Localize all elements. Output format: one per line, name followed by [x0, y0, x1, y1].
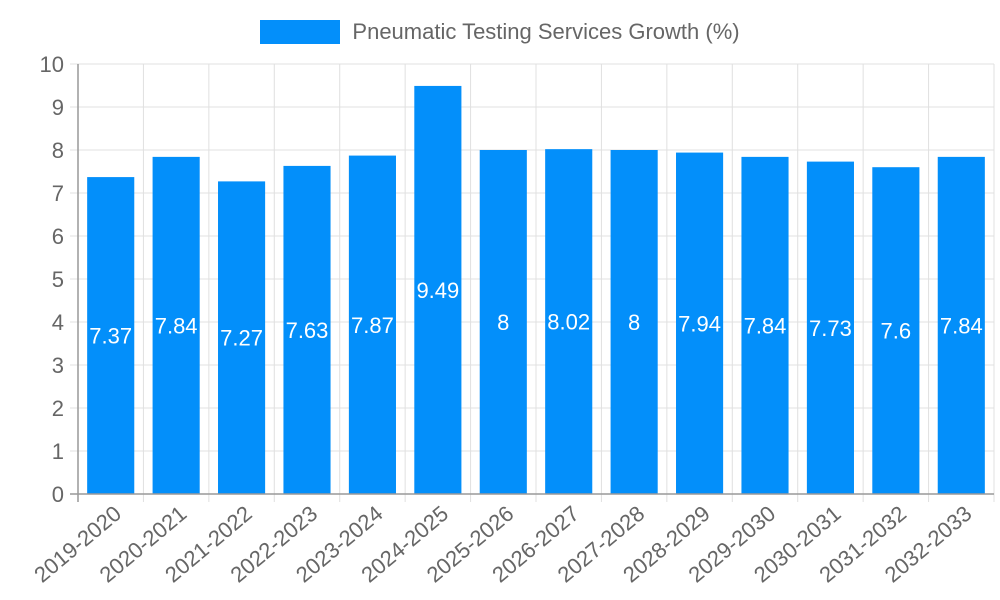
bar[interactable] — [937, 156, 985, 494]
y-tick-label: 1 — [52, 439, 64, 464]
y-tick-label: 3 — [52, 353, 64, 378]
bars: 7.37 7.84 7.27 7.63 7.87 9.49 8 8.02 8 7.94 7.84 7.… — [87, 85, 985, 495]
y-tick-label: 0 — [52, 482, 64, 507]
bar[interactable] — [283, 165, 331, 494]
bar-value-label: 8.02 — [547, 310, 590, 335]
y-tick-label: 4 — [52, 310, 64, 335]
y-tick-label: 9 — [52, 95, 64, 120]
bar-value-label: 7.94 — [678, 311, 721, 336]
bar[interactable] — [152, 156, 200, 494]
bar[interactable] — [218, 181, 266, 494]
bar-value-label: 7.27 — [220, 326, 263, 351]
y-tick-label: 7 — [52, 181, 64, 206]
bar-value-label: 7.6 — [881, 319, 912, 344]
bar-value-label: 8 — [628, 310, 640, 335]
bar[interactable] — [545, 149, 593, 494]
bar[interactable] — [676, 152, 724, 494]
y-tick-label: 6 — [52, 224, 64, 249]
bar[interactable] — [806, 161, 854, 495]
bar-value-label: 9.49 — [416, 278, 459, 303]
bar-value-label: 7.63 — [286, 318, 329, 343]
y-tick-label: 5 — [52, 267, 64, 292]
legend-swatch — [260, 20, 341, 44]
bar-value-label: 7.87 — [351, 313, 394, 338]
bar[interactable] — [872, 167, 920, 494]
y-tick-label: 8 — [52, 138, 64, 163]
y-tick-label: 10 — [40, 52, 64, 77]
bar[interactable] — [741, 156, 789, 494]
bar-value-label: 7.84 — [155, 313, 198, 338]
grid-lines — [70, 63, 995, 502]
bar[interactable] — [414, 85, 462, 495]
bar-value-label: 8 — [497, 310, 509, 335]
chart-legend[interactable]: Pneumatic Testing Services Growth (%) — [0, 19, 1000, 45]
bar[interactable] — [348, 155, 396, 494]
bar-value-label: 7.84 — [744, 313, 787, 338]
y-tick-label: 2 — [52, 396, 64, 421]
bar-value-label: 7.73 — [809, 316, 852, 341]
bar-value-label: 7.84 — [940, 313, 983, 338]
bar[interactable] — [479, 150, 527, 494]
bar[interactable] — [87, 177, 135, 494]
bar[interactable] — [610, 150, 658, 494]
bar-value-label: 7.37 — [89, 324, 132, 349]
legend-label: Pneumatic Testing Services Growth (%) — [352, 19, 740, 44]
